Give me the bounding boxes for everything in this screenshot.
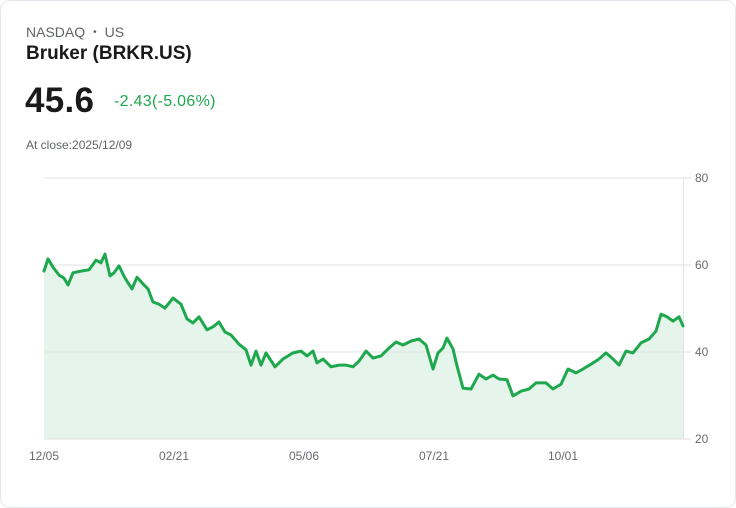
y-tick-label: 20 (695, 432, 709, 446)
close-date: At close:2025/12/09 (26, 138, 133, 152)
y-tick-label: 80 (695, 171, 709, 185)
x-tick-label: 10/01 (548, 449, 579, 463)
region-label: US (104, 24, 125, 40)
chart-canvas[interactable]: 80 60 40 20 (1, 161, 736, 471)
current-price: 45.6 (25, 81, 95, 120)
separator-dot: • (93, 26, 97, 38)
y-tick-label: 40 (695, 345, 709, 359)
y-tick-label: 60 (695, 258, 709, 272)
exchange-name: NASDAQ (26, 24, 86, 40)
x-tick-label: 05/06 (289, 449, 320, 463)
stock-title: Bruker (BRKR.US) (26, 43, 192, 64)
exchange-line: NASDAQ • US (26, 24, 124, 40)
x-tick-label: 07/21 (419, 449, 450, 463)
price-area (44, 254, 683, 439)
x-tick-label: 12/05 (29, 449, 60, 463)
price-change: -2.43(-5.06%) (114, 93, 216, 110)
price-line (42, 252, 685, 398)
x-tick-label: 02/21 (159, 449, 190, 463)
price-chart[interactable]: 80 60 40 20 12/05 02/21 05/06 07/21 10/01 (1, 161, 736, 471)
